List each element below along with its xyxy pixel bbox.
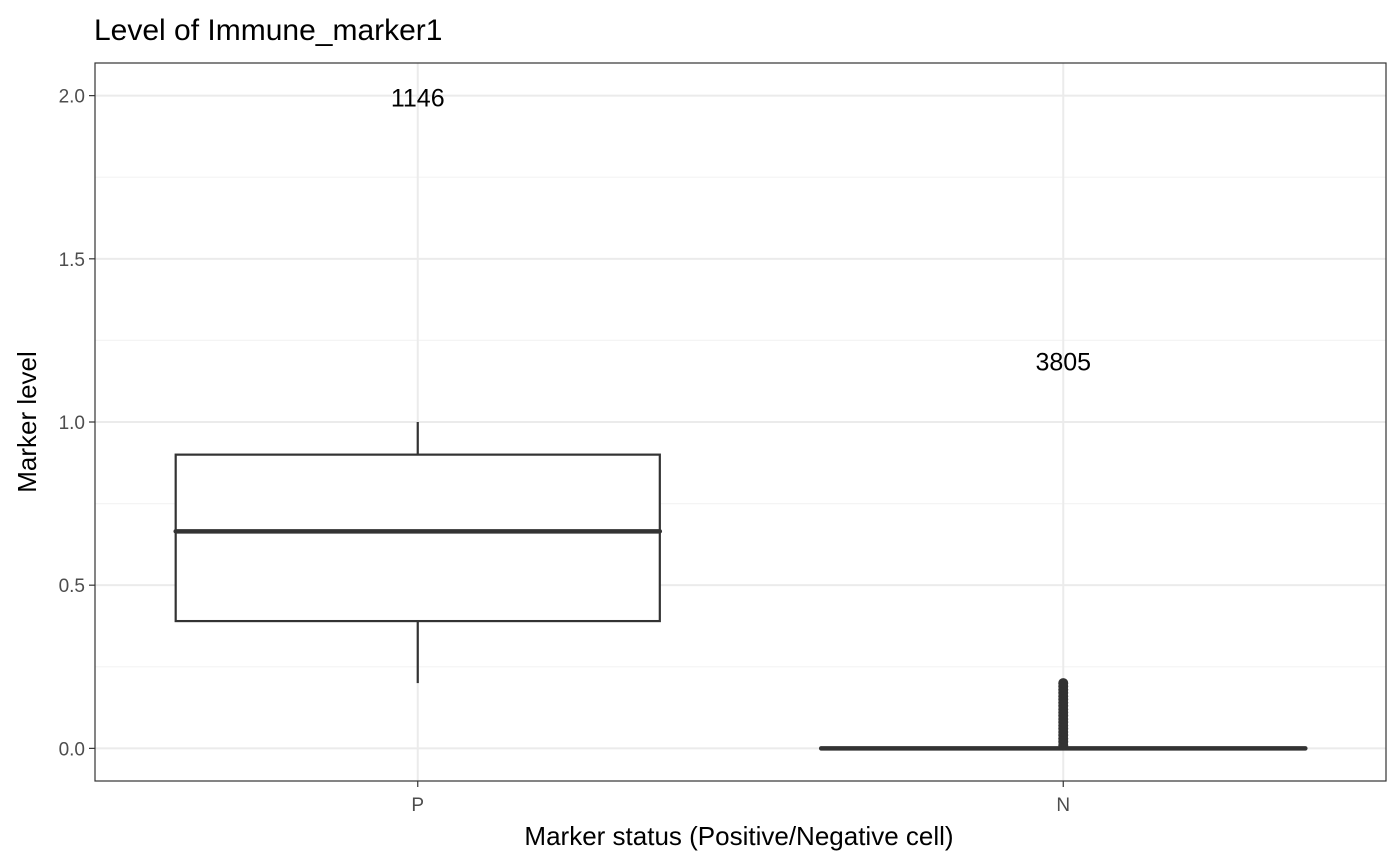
- x-tick-label: P: [411, 795, 424, 816]
- y-tick-label: 2.0: [59, 87, 85, 108]
- chart-title: Level of Immune_marker1: [94, 14, 443, 47]
- axes: 0.0 0.5 1.0 1.5 2.0 P N: [59, 87, 1071, 816]
- count-labels: 1146 3805: [391, 84, 1091, 376]
- y-tick-label: 1.0: [59, 413, 85, 434]
- count-label-P: 1146: [391, 84, 445, 112]
- x-axis-title: Marker status (Positive/Negative cell): [524, 821, 953, 851]
- box-P: [173, 422, 663, 684]
- x-tick-label: N: [1056, 795, 1070, 816]
- grid-lines: [95, 63, 1386, 781]
- y-axis-title: Marker level: [12, 351, 42, 493]
- y-tick-label: 0.5: [59, 576, 85, 597]
- y-tick-label: 1.5: [59, 250, 85, 271]
- box-N: [818, 678, 1308, 751]
- y-tick-label: 0.0: [59, 739, 85, 760]
- outlier-point: [1058, 678, 1069, 689]
- count-label-N: 3805: [1035, 349, 1091, 377]
- box-series: [173, 422, 1308, 751]
- box-body: [174, 453, 661, 623]
